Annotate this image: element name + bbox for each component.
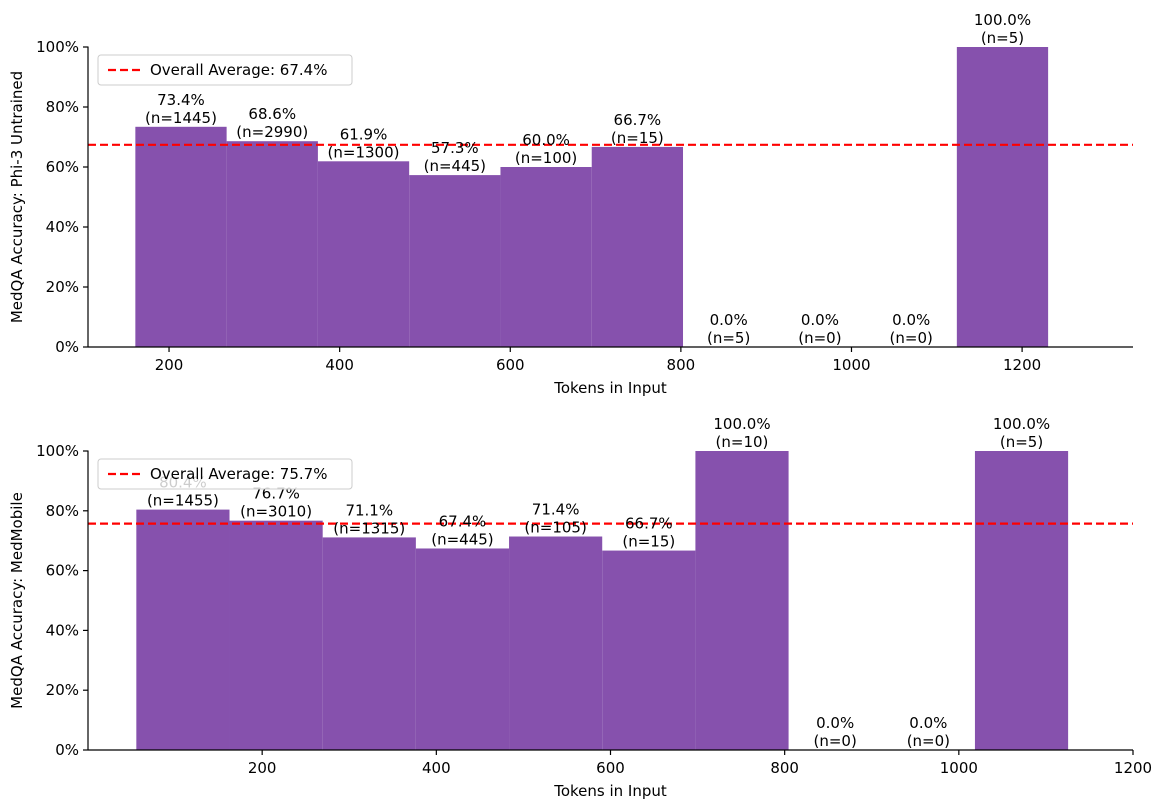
bar-value-label: 66.7% [614,111,662,129]
bar-3 [415,548,510,750]
bar-value-label: 71.4% [532,501,580,519]
legend-box [97,54,353,86]
legend-label: Overall Average: 75.7% [150,465,327,483]
bar-5 [602,550,696,750]
bar-6 [695,451,789,750]
x-tick-label: 400 [422,759,451,777]
y-tick-label: 40% [46,621,79,639]
bar-value-label: 100.0% [974,11,1031,29]
bar-count-label: (n=5) [981,29,1024,47]
bar-count-label: (n=105) [524,519,586,537]
bar-value-label: 73.4% [157,91,205,109]
bar-count-label: (n=3010) [240,503,312,521]
x-axis-label: Tokens in Input [553,782,667,800]
chart-panel-phi3-untrained: 73.4%(n=1445) 68.6%(n=2990) 61.9%(n=1300) 5… [8,11,1133,397]
y-axis-label: MedQA Accuracy: MedMobile [8,492,26,709]
bar-count-label: (n=5) [1000,433,1043,451]
bar-value-label: 0.0% [892,311,930,329]
bar-count-label: (n=0) [907,732,950,750]
x-tick-label: 200 [155,356,184,374]
y-tick-label: 60% [46,562,79,580]
bar-count-label: (n=0) [798,329,841,347]
bar-value-label: 57.3% [431,139,479,157]
bar-value-label: 67.4% [439,512,487,530]
bar-count-label: (n=0) [890,329,933,347]
bar-value-label: 0.0% [816,714,854,732]
y-tick-label: 0% [55,741,79,759]
bar-count-label: (n=1455) [147,492,219,510]
y-tick-label: 20% [46,681,79,699]
bar-4 [500,167,592,347]
y-tick-label: 80% [46,98,79,116]
bar-0 [135,126,227,347]
x-tick-label: 600 [596,759,625,777]
bar-count-label: (n=100) [515,149,577,167]
bar-value-label: 0.0% [801,311,839,329]
x-tick-label: 1000 [832,356,870,374]
chart-panel-medmobile: 80.4%(n=1455)76.7%(n=3010)71.1%(n=1315)6… [8,415,1152,800]
y-tick-label: 40% [46,218,79,236]
legend-label: Overall Average: 67.4% [150,61,327,79]
x-tick-label: 800 [770,759,799,777]
bar-value-label: 68.6% [248,105,296,123]
bar-3 [409,175,501,347]
bar-count-label: (n=445) [431,530,493,548]
bar-count-label: (n=445) [424,157,486,175]
bar-2 [317,161,410,347]
y-tick-label: 100% [36,38,79,56]
legend-box [97,458,353,490]
bar-1 [229,520,323,750]
bar-value-label: 66.7% [625,515,673,533]
bar-count-label: (n=2990) [236,123,308,141]
bar-4 [509,536,603,750]
x-tick-label: 800 [667,356,696,374]
x-tick-label: 400 [325,356,354,374]
bar-count-label: (n=5) [707,329,750,347]
bar-count-label: (n=15) [611,129,664,147]
bar-9 [974,451,1069,750]
x-tick-label: 1200 [1114,759,1152,777]
y-axis-label: MedQA Accuracy: Phi-3 Untrained [8,71,26,323]
bar-value-label: 0.0% [909,714,947,732]
bar-0 [136,509,230,750]
bar-count-label: (n=1300) [328,143,400,161]
bar-count-label: (n=10) [716,433,769,451]
bar-2 [322,537,416,750]
bar-value-label: 100.0% [713,415,770,433]
y-tick-label: 20% [46,278,79,296]
bar-1 [226,141,318,347]
x-axis-label: Tokens in Input [553,379,667,397]
bar-value-label: 100.0% [993,415,1050,433]
y-tick-label: 0% [55,338,79,356]
y-tick-label: 80% [46,502,79,520]
bar-count-label: (n=1315) [333,519,405,537]
x-tick-label: 600 [496,356,525,374]
bar-value-label: 71.1% [345,501,393,519]
x-tick-label: 1000 [940,759,978,777]
bar-count-label: (n=15) [622,533,675,551]
bar-9 [956,47,1049,347]
x-tick-label: 200 [248,759,277,777]
bar-value-label: 60.0% [522,131,570,149]
bar-value-label: 0.0% [710,311,748,329]
y-tick-label: 60% [46,158,79,176]
bar-value-label: 61.9% [340,125,388,143]
bar-count-label: (n=0) [814,732,857,750]
x-tick-label: 1200 [1003,356,1041,374]
bar-count-label: (n=1445) [145,109,217,127]
bar-5 [591,146,684,347]
y-tick-label: 100% [36,442,79,460]
